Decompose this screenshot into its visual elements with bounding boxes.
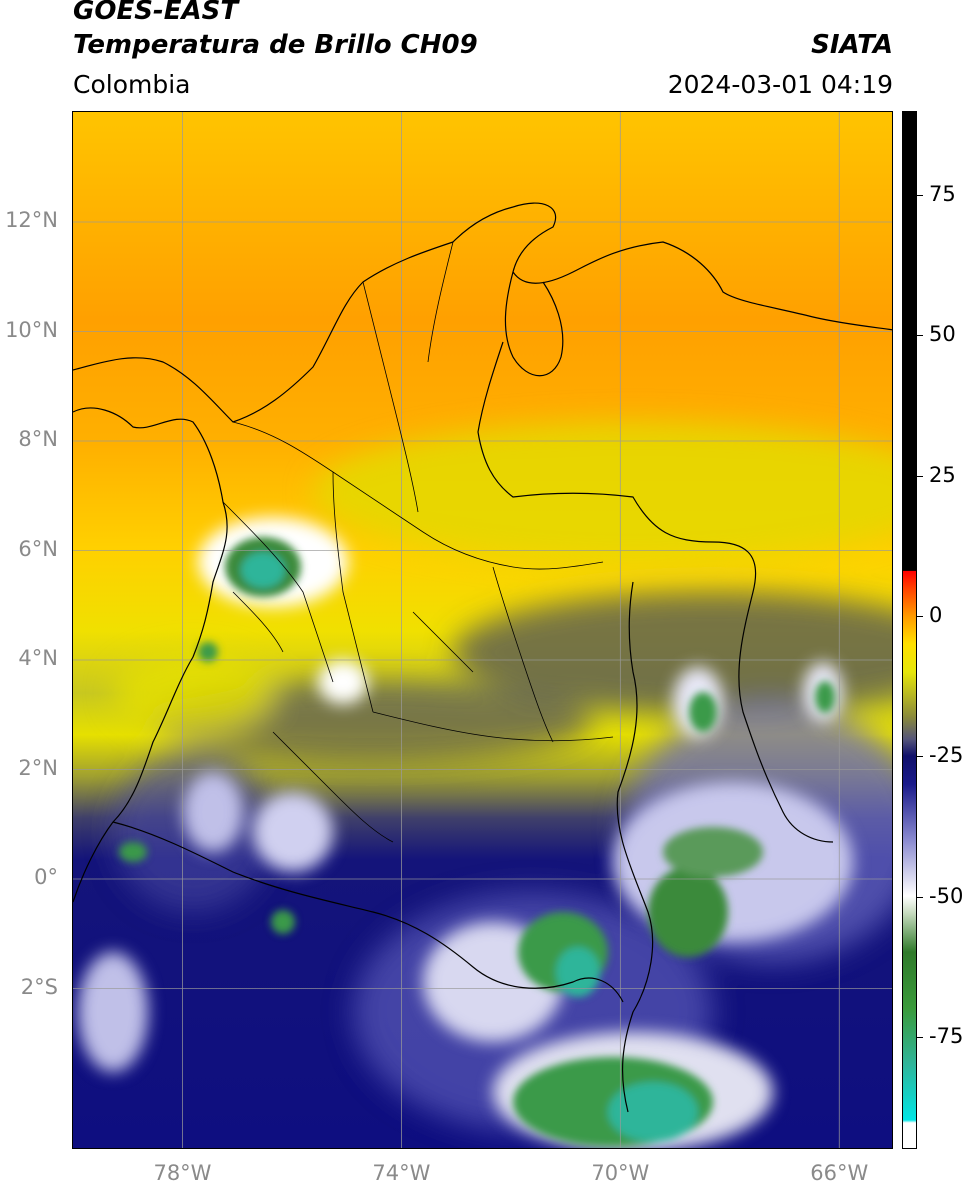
coastline-caribbean bbox=[73, 202, 892, 423]
lon-tick-label: 74°W bbox=[372, 1161, 431, 1185]
map-canvas bbox=[73, 112, 892, 1148]
lon-tick-label: 66°W bbox=[810, 1161, 869, 1185]
colorbar-tick-mark bbox=[917, 475, 923, 477]
region-label: Colombia bbox=[73, 70, 191, 99]
coastline-lake-maracaibo bbox=[504, 271, 564, 377]
lat-tick-label: 8°N bbox=[18, 427, 58, 451]
satellite-map bbox=[72, 111, 893, 1149]
coastline-pacific bbox=[73, 407, 228, 903]
colorbar-tick-label: -25 bbox=[929, 743, 964, 768]
title-satellite: GOES-EAST bbox=[73, 0, 239, 26]
title-product: Temperatura de Brillo CH09 bbox=[73, 30, 478, 60]
lon-tick-label: 78°W bbox=[153, 1161, 212, 1185]
colorbar-tick-mark bbox=[917, 335, 923, 337]
lat-tick-label: 4°N bbox=[18, 646, 58, 670]
colorbar-tick-mark bbox=[917, 756, 923, 758]
colorbar-tick-mark bbox=[917, 1036, 923, 1038]
colorbar-tick-mark bbox=[917, 896, 923, 898]
border-colombia-venezuela bbox=[477, 341, 834, 843]
colorbar-tick-label: -75 bbox=[929, 1023, 964, 1048]
timestamp-label: 2024-03-01 04:19 bbox=[667, 70, 893, 99]
lat-tick-label: 10°N bbox=[5, 317, 58, 342]
border-colombia-peru-ecuador bbox=[112, 821, 624, 1003]
colorbar-tick-label: 75 bbox=[929, 182, 956, 207]
lon-tick-label: 70°W bbox=[591, 1161, 650, 1185]
lat-tick-label: 0° bbox=[34, 865, 58, 889]
departmental-borders bbox=[222, 241, 614, 843]
colorbar-tick-label: 25 bbox=[929, 462, 956, 487]
colorbar-tick-label: -50 bbox=[929, 883, 964, 908]
colorbar bbox=[902, 111, 917, 1149]
border-colombia-brazil bbox=[616, 581, 654, 1113]
lat-tick-label: 6°N bbox=[18, 536, 58, 561]
source-label: SIATA bbox=[811, 30, 893, 60]
colorbar-tick-label: 0 bbox=[929, 602, 943, 627]
lat-tick-label: 12°N bbox=[5, 208, 58, 232]
lat-tick-label: 2°S bbox=[20, 974, 58, 999]
lat-tick-label: 2°N bbox=[18, 755, 58, 780]
colorbar-tick-label: 50 bbox=[929, 322, 956, 347]
colorbar-tick-mark bbox=[917, 195, 923, 197]
graticule bbox=[73, 112, 892, 1148]
borders bbox=[73, 202, 892, 1113]
colorbar-tick-mark bbox=[917, 615, 923, 617]
